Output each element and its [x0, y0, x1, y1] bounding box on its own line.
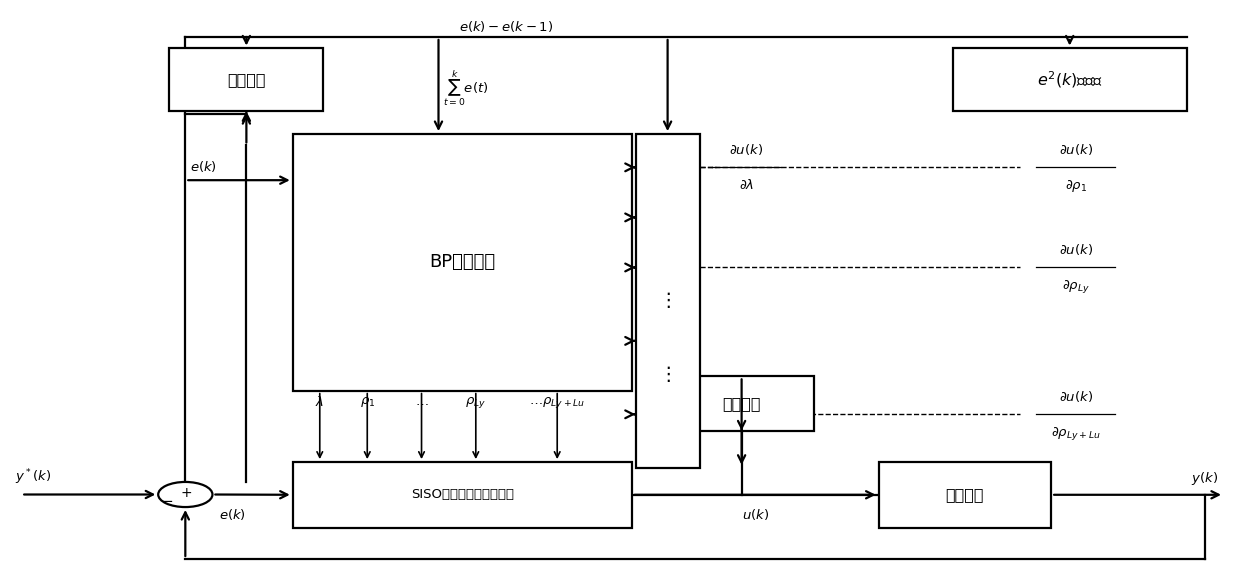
- Text: 系统误差: 系统误差: [227, 72, 265, 88]
- Text: ⋮: ⋮: [658, 291, 678, 310]
- Text: $\ldots\rho_{Ly+Lu}$: $\ldots\rho_{Ly+Lu}$: [529, 395, 585, 410]
- Text: $\partial\rho_{Ly+Lu}$: $\partial\rho_{Ly+Lu}$: [1051, 425, 1100, 442]
- Text: $e(k)-e(k-1)$: $e(k)-e(k-1)$: [460, 19, 554, 34]
- Text: $\rho_1$: $\rho_1$: [359, 395, 375, 409]
- Text: $\lambda$: $\lambda$: [315, 395, 325, 409]
- Text: $y^*(k)$: $y^*(k)$: [15, 468, 51, 487]
- Text: $e(k)$: $e(k)$: [191, 160, 217, 175]
- FancyBboxPatch shape: [292, 462, 632, 528]
- Text: $\rho_{Ly}$: $\rho_{Ly}$: [465, 395, 487, 410]
- Text: $\partial u(k)$: $\partial u(k)$: [1059, 142, 1093, 157]
- Circle shape: [159, 482, 212, 507]
- Text: $\partial u(k)$: $\partial u(k)$: [730, 142, 763, 157]
- FancyBboxPatch shape: [878, 462, 1051, 528]
- FancyBboxPatch shape: [292, 134, 632, 391]
- Text: ⋮: ⋮: [658, 365, 678, 384]
- FancyBboxPatch shape: [636, 134, 700, 468]
- Text: SISO全格式无模型控制器: SISO全格式无模型控制器: [411, 488, 514, 501]
- Text: $\partial\lambda$: $\partial\lambda$: [738, 177, 755, 192]
- Text: $\partial\rho_{Ly}$: $\partial\rho_{Ly}$: [1062, 278, 1090, 295]
- Text: BP神经网络: BP神经网络: [429, 253, 496, 271]
- Text: $u(k)$: $u(k)$: [742, 507, 768, 522]
- Text: +: +: [181, 486, 192, 501]
- FancyBboxPatch shape: [669, 377, 814, 431]
- Text: 梯度信息: 梯度信息: [722, 396, 761, 411]
- Text: $\partial\rho_1$: $\partial\rho_1$: [1064, 177, 1087, 194]
- Text: $e(k)$: $e(k)$: [218, 507, 245, 522]
- Text: −: −: [161, 494, 173, 509]
- FancyBboxPatch shape: [170, 48, 323, 111]
- Text: $\ldots$: $\ldots$: [415, 395, 429, 408]
- Text: $\partial u(k)$: $\partial u(k)$: [1059, 389, 1093, 404]
- Text: 被控对象: 被控对象: [945, 487, 984, 502]
- Text: $\sum_{t=0}^{k}e(t)$: $\sum_{t=0}^{k}e(t)$: [444, 69, 489, 108]
- Text: $y(k)$: $y(k)$: [1191, 471, 1218, 487]
- FancyBboxPatch shape: [953, 48, 1187, 111]
- Text: $\partial u(k)$: $\partial u(k)$: [1059, 242, 1093, 257]
- Text: $e^2(k)$最小化: $e^2(k)$最小化: [1037, 70, 1103, 90]
